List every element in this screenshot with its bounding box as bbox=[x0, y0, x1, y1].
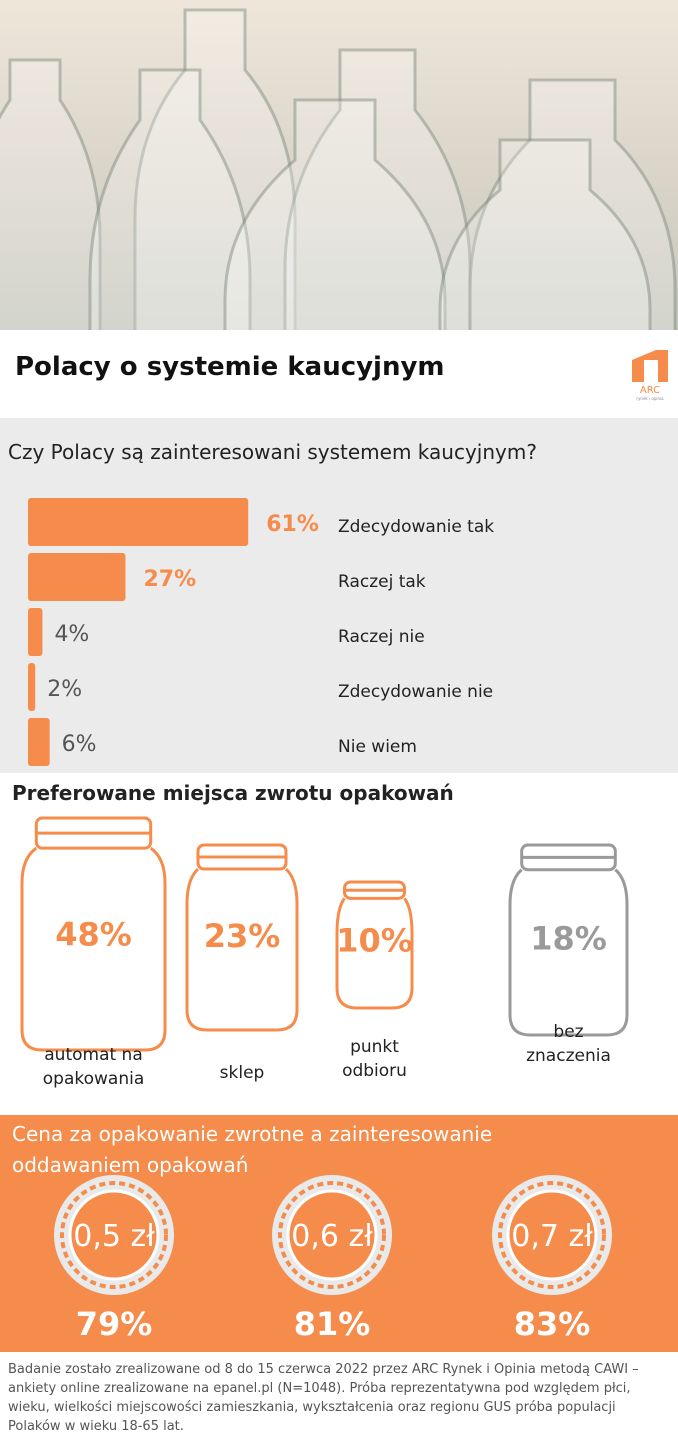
value-label: 6% bbox=[62, 732, 97, 757]
bar bbox=[28, 498, 249, 546]
jars-section: Preferowane miejsca zwrotu opakowań 48% 2… bbox=[0, 773, 678, 1115]
jar bbox=[185, 843, 299, 1032]
jar bbox=[20, 816, 167, 1052]
coin-price: 0,7 zł bbox=[511, 1219, 593, 1254]
coin-percent: 81% bbox=[293, 1305, 371, 1343]
jar-value: 48% bbox=[55, 916, 132, 954]
category-label: Zdecydowanie tak bbox=[338, 517, 494, 537]
jar-label: automat na opakowania bbox=[42, 1045, 145, 1089]
category-label: Raczej nie bbox=[338, 627, 425, 647]
coin-percent: 83% bbox=[513, 1305, 591, 1343]
jar-value: 23% bbox=[204, 917, 281, 955]
coin-ridge bbox=[60, 1181, 168, 1289]
bar bbox=[28, 718, 50, 766]
jar-body bbox=[335, 897, 414, 1010]
bar bbox=[28, 663, 36, 711]
chart-title: Czy Polacy są zainteresowani systemem ka… bbox=[8, 440, 537, 464]
bar-chart: 61% Zdecydowanie tak 27% Raczej tak 4% Raczej… bbox=[28, 498, 494, 766]
jar-value: 10% bbox=[336, 921, 413, 959]
category-label: Raczej tak bbox=[338, 572, 426, 592]
interest-section: Czy Polacy są zainteresowani systemem ka… bbox=[0, 418, 678, 773]
jars: 48% 23% 10% 18% bbox=[20, 816, 629, 1052]
coin-inner bbox=[506, 1189, 598, 1281]
coin-price: 0,6 zł bbox=[291, 1219, 373, 1254]
bar bbox=[28, 553, 126, 601]
coin-inner bbox=[286, 1189, 378, 1281]
logo-mark bbox=[632, 350, 668, 382]
jar bbox=[335, 880, 414, 1010]
value-label: 27% bbox=[143, 567, 196, 592]
category-label: Nie wiem bbox=[338, 737, 417, 757]
value-label: 2% bbox=[47, 677, 82, 702]
category-label: Zdecydowanie nie bbox=[338, 682, 493, 702]
page-title: Polacy o systemie kaucyjnym bbox=[15, 352, 445, 382]
section-title: Preferowane miejsca zwrotu opakowań bbox=[12, 781, 454, 805]
jar-label: punkt odbioru bbox=[342, 1037, 407, 1081]
coin-price: 0,5 zł bbox=[73, 1219, 155, 1254]
jar-label: bez znaczenia bbox=[526, 1022, 611, 1066]
jar bbox=[508, 843, 629, 1037]
jar-body bbox=[20, 846, 167, 1052]
coin-ridge bbox=[278, 1181, 386, 1289]
footer: Badanie zostało zrealizowane od 8 do 15 … bbox=[0, 1352, 678, 1440]
logo-sub: rynek i opinia bbox=[636, 396, 664, 401]
coin-ridge bbox=[498, 1181, 606, 1289]
section-title: Cena za opakowanie zwrotne a zainteresow… bbox=[12, 1122, 493, 1177]
jar-body bbox=[508, 868, 629, 1037]
photo bbox=[0, 0, 678, 342]
footnote: Badanie zostało zrealizowane od 8 do 15 … bbox=[8, 1362, 639, 1434]
coin-percent: 79% bbox=[75, 1305, 153, 1343]
logo-text: ARC bbox=[639, 385, 661, 396]
jar-label: sklep bbox=[219, 1063, 265, 1083]
bottles-illustration bbox=[0, 8, 677, 342]
header: Polacy o systemie kaucyjnym ARC rynek i … bbox=[0, 330, 678, 418]
coin-inner bbox=[68, 1189, 160, 1281]
value-label: 61% bbox=[266, 512, 319, 537]
bar bbox=[28, 608, 43, 656]
value-label: 4% bbox=[54, 622, 89, 647]
logo: ARC rynek i opinia bbox=[630, 348, 670, 401]
jar-body bbox=[185, 867, 299, 1032]
coins: 0,5 zł 0,6 zł 0,7 zł bbox=[54, 1175, 612, 1295]
jar-value: 18% bbox=[530, 920, 607, 958]
price-section: Cena za opakowanie zwrotne a zainteresow… bbox=[0, 1115, 678, 1352]
